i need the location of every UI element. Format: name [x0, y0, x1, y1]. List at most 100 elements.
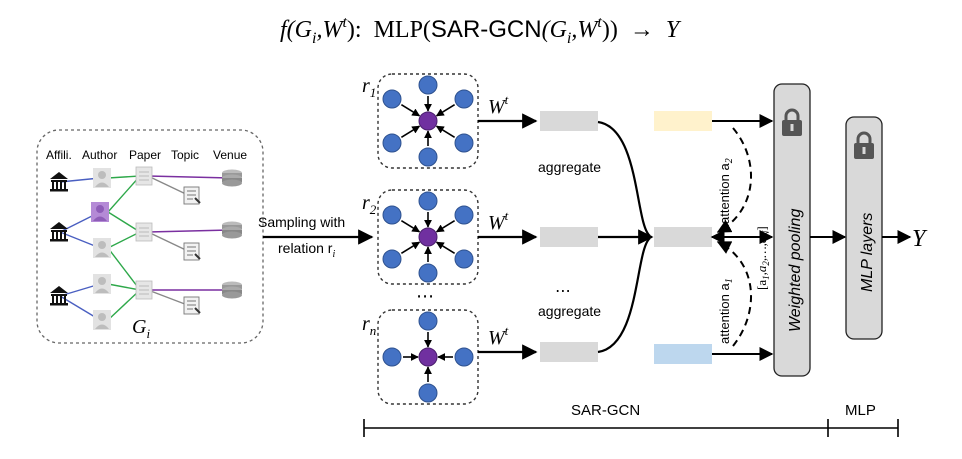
neighbor-node	[418, 383, 438, 403]
edge	[107, 175, 141, 179]
edge	[147, 289, 191, 307]
neighbor-node	[382, 133, 402, 153]
edge	[107, 283, 141, 291]
paper-nodes	[135, 166, 153, 300]
edge	[147, 175, 231, 179]
graph-panel-headers: Affili. Author Paper Topic Venue	[46, 148, 247, 162]
weighted-pooling-block: Weighted pooling	[773, 83, 811, 377]
relation-subgraph: r2 Wt	[362, 189, 598, 285]
neighbor-node	[454, 205, 474, 225]
neighbor-node	[418, 191, 438, 211]
neighbor-node	[382, 89, 402, 109]
affiliation-nodes	[50, 172, 68, 306]
relation-output-bar	[540, 342, 598, 362]
subgraph-edge	[435, 104, 456, 117]
weight-label: Wt	[488, 208, 509, 234]
aggregate-curve-top	[597, 120, 651, 237]
relation-label: r2	[362, 192, 377, 217]
header-topic: Topic	[171, 148, 199, 162]
relation-label: r1	[362, 75, 376, 100]
attention-curve-bottom	[716, 241, 752, 347]
neighbor-node	[382, 205, 402, 225]
aggregated-bar	[654, 227, 712, 247]
topic-icon	[183, 296, 201, 315]
venue-stack-icon	[222, 169, 242, 187]
edge	[107, 231, 141, 249]
attention-label-bottom: attention a1	[717, 278, 735, 344]
neighbor-node	[418, 263, 438, 283]
mlp-block: MLP layers	[845, 116, 883, 340]
formula: f(Gi,Wt): MLP(SAR-GCN(Gi,Wt)) → Y	[280, 14, 682, 47]
relation-output-bar	[540, 227, 598, 247]
header-venue: Venue	[213, 148, 247, 162]
neighbor-node	[454, 347, 474, 367]
neighbor-node	[418, 311, 438, 331]
sampling-line1: Sampling with	[258, 214, 345, 230]
aggregate-label-top: aggregate	[538, 159, 601, 175]
author-avatar-icon	[91, 202, 109, 222]
formula-text: f(Gi,Wt): MLP(SAR-GCN(Gi,Wt)) → Y	[280, 14, 682, 47]
relation-label: rn	[362, 313, 376, 338]
sampling: Sampling with relation ri	[258, 214, 374, 260]
subgraph-edge	[435, 125, 456, 138]
embedding-bar-top	[654, 111, 712, 131]
relation-subgraph: rn Wt	[362, 309, 598, 405]
edge	[107, 211, 141, 233]
center-node	[418, 347, 438, 367]
aggregate-label-bottom: aggregate	[538, 303, 601, 319]
weight-label: Wt	[488, 92, 509, 118]
attention-curve-top	[716, 127, 752, 233]
neighbor-node	[454, 249, 474, 269]
paper-icon	[135, 166, 153, 186]
edge	[107, 289, 141, 321]
subgraph-edge	[435, 241, 456, 254]
subgraph-edge	[435, 220, 456, 233]
subgraph-edge	[400, 125, 421, 138]
relation-subgraph: r1 Wt	[362, 73, 598, 169]
neighbor-node	[382, 249, 402, 269]
author-nodes	[91, 168, 111, 330]
edge	[147, 175, 191, 197]
edge	[147, 229, 231, 233]
weight-label: Wt	[488, 323, 509, 349]
lock-icon	[854, 131, 874, 159]
graph-panel: Affili. Author Paper Topic Venue	[36, 129, 264, 344]
author-avatar-icon	[93, 310, 111, 330]
topic-icon	[183, 186, 201, 205]
mlp-layers-label: MLP layers	[859, 213, 876, 292]
venue-nodes	[222, 169, 242, 299]
output-label: Y	[912, 226, 928, 252]
neighbor-node	[382, 347, 402, 367]
attention-vector-label: [a1,a2,…,aN]	[754, 226, 771, 290]
edge	[107, 175, 141, 213]
relation-output-bar	[540, 111, 598, 131]
graph-label: Gi	[132, 316, 150, 341]
sampling-line2: relation ri	[278, 240, 335, 260]
topic-icon	[183, 242, 201, 261]
header-affili: Affili.	[46, 148, 72, 162]
author-avatar-icon	[93, 238, 111, 258]
relation-subgraphs: r1 Wt r2 Wt rn Wt	[362, 73, 598, 405]
mlp-box	[845, 116, 883, 340]
bank-icon	[50, 286, 68, 306]
aggregation-curves	[597, 120, 654, 354]
lock-icon	[782, 108, 802, 136]
weighted-pooling-box	[773, 83, 811, 377]
topic-nodes	[183, 186, 201, 315]
edge	[147, 231, 191, 253]
bottom-brackets	[363, 419, 899, 437]
edge	[107, 247, 141, 291]
bank-icon	[50, 222, 68, 242]
subgraph-edge	[400, 104, 421, 117]
venue-stack-icon	[222, 281, 242, 299]
aggregate-curve-bottom	[597, 237, 651, 354]
subgraph-edge	[400, 220, 421, 233]
neighbor-node	[454, 133, 474, 153]
relation-ellipsis: ⋯	[416, 286, 434, 306]
embedding-bar-bottom	[654, 344, 712, 364]
paper-icon	[135, 222, 153, 242]
neighbor-node	[418, 147, 438, 167]
center-node	[418, 227, 438, 247]
